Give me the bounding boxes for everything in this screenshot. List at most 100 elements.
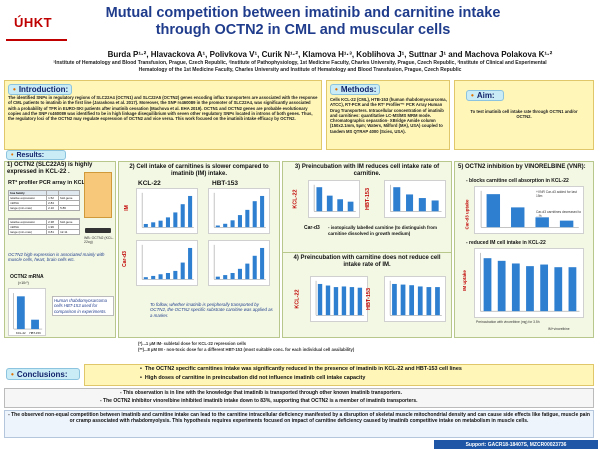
ylabel-im: IM (123, 205, 130, 211)
chart-bar (158, 274, 163, 280)
chart-bar (143, 223, 148, 228)
chart-bar (245, 263, 250, 280)
bullet-icon: • (335, 85, 338, 94)
kcl22-im-svg (141, 192, 194, 228)
vnr-card3-svg (480, 190, 579, 228)
bullet-icon: • (140, 375, 145, 381)
s5-ylabel-1: Car-d3 uptake (464, 199, 470, 230)
chart-bar (341, 286, 347, 316)
chart-bar (143, 277, 148, 280)
s3-card3-caption: - isotopically labelled carnitine (to di… (328, 225, 438, 236)
section2-title: 2) Cell intake of carnitines is slower c… (129, 164, 269, 177)
chart-bar (526, 266, 534, 312)
conclusions-heading: • Conclusions: (6, 368, 80, 380)
s4-hbt153-svg (389, 280, 442, 316)
hbt153-im-svg (213, 192, 266, 228)
chart-bar (337, 199, 344, 212)
vnr-im-chart (474, 248, 584, 318)
section3-title: 3) Preincubation with IM reduces cell in… (294, 164, 440, 177)
hbt153-card3-chart (208, 240, 270, 286)
chart-bar (357, 287, 363, 316)
affiliation-line-2: Hematology of the 1st Medicine Faculty, … (138, 67, 462, 73)
chart-bar (173, 270, 178, 280)
s5-subtitle-2: - reduced IM cell intake in KCL-22 (466, 240, 546, 246)
s3-hbt153-svg (390, 184, 442, 212)
kcl22-card3-svg (141, 244, 194, 280)
introduction-heading: • Introduction: (8, 84, 72, 95)
chart-bar (406, 194, 414, 212)
chart-bar (325, 285, 331, 316)
vnr-xcaption: Preincubation with vinorelbine (mg) for … (476, 320, 540, 324)
ylabel-card3: Car-d3 (121, 251, 128, 267)
octn2-mrna-chart: KCL-22 HBT-153 (8, 288, 46, 336)
octn2-mrna-title: OCTN2 mRNA (10, 274, 44, 280)
table2-cell: 0.81 (46, 229, 60, 235)
chart-bar (535, 217, 549, 228)
s4-hbt153-chart (384, 276, 446, 322)
array-table-1: hsa family relative expression 1.52 fold g… (7, 190, 80, 211)
s5-subtitle-1: - blocks carnitine cell absorption in KC… (466, 178, 569, 184)
chart-bar (188, 247, 193, 280)
vnr-legend-2: Car-d3 carnitines decreased to ...% (536, 210, 582, 218)
chart-bar (326, 195, 333, 212)
chart-bar (165, 217, 170, 228)
section4-title: 4) Preincubation with carnitine does not… (293, 255, 441, 268)
chart-bar (173, 212, 178, 228)
chart-bar (151, 222, 156, 228)
chart-bar (158, 220, 163, 228)
s3-card3-caption-term: Car-d3 (304, 225, 320, 231)
chart-bar (252, 255, 257, 280)
s3-kcl22-svg (313, 184, 356, 212)
chart-axis (315, 280, 364, 316)
chart-bar (554, 267, 563, 312)
kcl22-im-chart (136, 188, 198, 234)
kcl22-card3-chart (136, 240, 198, 286)
conclusion-line-2: - The OCTN2 inhibitor vinorelbine inhibi… (100, 398, 418, 404)
title-line-2: through OCTN2 in CML and muscular cells (155, 22, 451, 38)
conclusion-bullet-1-text: The OCTN2 specific carnitines intake was… (144, 366, 462, 372)
chart-bar (180, 204, 185, 228)
octn2-expression-note: OCTN2 high expression is associated main… (8, 252, 105, 263)
chart-bar (400, 284, 406, 316)
rhabdo-note: Human rhabdomyosarcoma cells HBT-153 use… (52, 296, 114, 316)
array-heatmap-strip (84, 172, 112, 218)
chart-bar (165, 273, 170, 280)
affiliation-line-1: ¹Institute of Hematology and Blood Trans… (53, 60, 547, 66)
conclusion-bullet-2-text: High doses of carnitine in preincubation… (144, 375, 366, 381)
chart-bar (483, 258, 492, 312)
methods-heading: • Methods: (330, 84, 380, 95)
chart-bar (260, 195, 265, 228)
conclusions-list-panel (4, 388, 594, 408)
conclusions-title: Conclusions: (16, 369, 68, 379)
chart-bar (223, 275, 228, 280)
chart-bar (333, 287, 339, 316)
chart-bar (426, 287, 432, 316)
chart-bar (417, 286, 423, 316)
table1-cell: range (min-max) (7, 205, 48, 211)
footnote-2: (**)...8 µM IM - non-toxic dose for a di… (138, 347, 355, 352)
chart-bar (31, 319, 39, 330)
s3-hbt153-chart (384, 180, 446, 218)
table2-cell: 12.11 (58, 229, 80, 235)
s4-left-label: KCL-22 (294, 289, 301, 309)
chart-bar (511, 207, 525, 228)
intro-first-line-pad (76, 84, 322, 95)
chart-bar (540, 264, 549, 312)
chart-bar (151, 275, 156, 280)
array-table-2: relative expression 2.38 fold gene mRNA 1.9… (7, 218, 80, 235)
chart-axis (13, 293, 43, 330)
chart-bar (497, 260, 506, 312)
bullet-icon: • (471, 91, 474, 100)
chart-bar (252, 201, 257, 228)
chart-bar (511, 263, 520, 312)
chart-bar (237, 268, 242, 280)
s4-kcl22-chart (310, 276, 368, 322)
hbt153-column-title: HBT-153 (212, 180, 239, 187)
chart-bar (245, 209, 250, 228)
bullet-icon: • (140, 366, 145, 372)
chart-bar (418, 198, 426, 212)
chart-bar (431, 200, 439, 212)
chart-bar (215, 276, 220, 280)
chart-bar (435, 287, 440, 316)
introduction-title: Introduction: (18, 85, 69, 94)
